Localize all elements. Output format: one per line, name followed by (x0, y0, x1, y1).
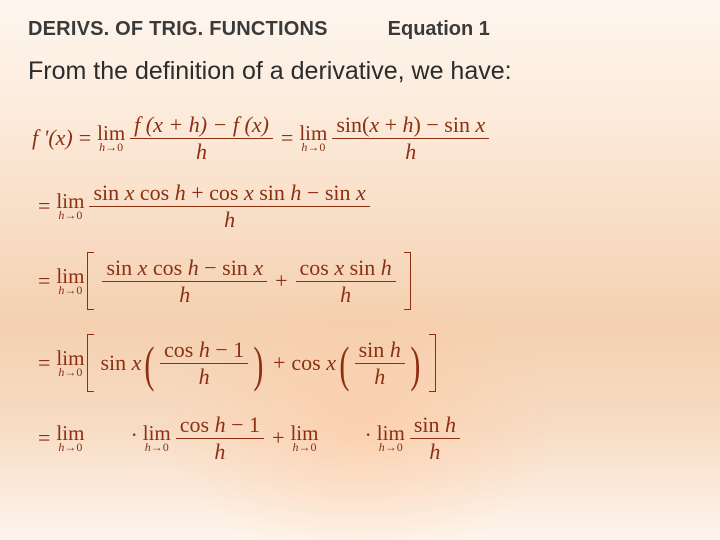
math-line-1: f '(x) = lim h→0 f (x + h) − f (x) h = l… (32, 110, 692, 166)
lhs: f '(x) (32, 127, 73, 149)
equation-label: Equation 1 (388, 18, 490, 41)
fraction: cos h − 1 h (176, 414, 264, 463)
paren-left-icon: ( (339, 339, 349, 389)
limit: lim h→0 (56, 266, 84, 296)
equals-sign: = (281, 127, 293, 149)
math-line-2: = lim h→0 sin x cos h + cos x sin h − si… (32, 178, 692, 234)
limit: lim h→0 (299, 123, 327, 153)
limit: lim h→0 (56, 423, 84, 453)
math-line-4: = lim h→0 sin x ( cos h − 1 h ) + cos x (32, 328, 692, 398)
cdot-sign: · (130, 424, 137, 446)
paren-right-icon: ) (410, 339, 420, 389)
equals-sign: = (38, 352, 50, 374)
blank-placeholder (87, 430, 125, 446)
plus-sign: + (275, 270, 287, 292)
plus-sign: + (273, 352, 285, 374)
intro-text: From the definition of a derivative, we … (28, 57, 692, 86)
equals-sign: = (38, 195, 50, 217)
fraction: cos x sin h h (296, 257, 396, 306)
bracket-group: sin x cos h − sin x h + cos x sin h h (87, 252, 410, 310)
fraction: sin h h (410, 414, 460, 463)
bracket-group: sin x ( cos h − 1 h ) + cos x ( sin h h … (87, 334, 436, 392)
cdot-sign: · (364, 424, 371, 446)
fraction: sin x cos h − sin x h (102, 257, 267, 306)
fraction: f (x + h) − f (x) h (130, 114, 273, 163)
limit: lim h→0 (290, 423, 318, 453)
fraction: cos h − 1 h (160, 339, 248, 388)
limit: lim h→0 (56, 191, 84, 221)
limit: lim h→0 (377, 423, 405, 453)
limit: lim h→0 (56, 348, 84, 378)
limit: lim h→0 (143, 423, 171, 453)
fraction: sin(x + h) − sin x h (332, 114, 489, 163)
slide-header: DERIVS. OF TRIG. FUNCTIONS Equation 1 (28, 18, 692, 41)
factor: sin x (100, 352, 141, 374)
fraction: sin h h (355, 339, 405, 388)
paren-right-icon: ) (254, 339, 264, 389)
math-line-5: = lim h→0 · lim h→0 cos h − 1 h + lim h→… (32, 410, 692, 466)
factor: cos x (291, 352, 336, 374)
section-title: DERIVS. OF TRIG. FUNCTIONS (28, 18, 328, 41)
paren-left-icon: ( (145, 339, 155, 389)
equals-sign: = (38, 270, 50, 292)
limit: lim h→0 (97, 123, 125, 153)
fraction: sin x cos h + cos x sin h − sin x h (89, 182, 369, 231)
blank-placeholder (321, 430, 359, 446)
math-line-3: = lim h→0 sin x cos h − sin x h + cos x … (32, 246, 692, 316)
plus-sign: + (272, 427, 284, 449)
slide-root: DERIVS. OF TRIG. FUNCTIONS Equation 1 Fr… (0, 0, 720, 540)
equals-sign: = (38, 427, 50, 449)
math-derivation: f '(x) = lim h→0 f (x + h) − f (x) h = l… (28, 110, 692, 466)
equals-sign: = (79, 127, 91, 149)
